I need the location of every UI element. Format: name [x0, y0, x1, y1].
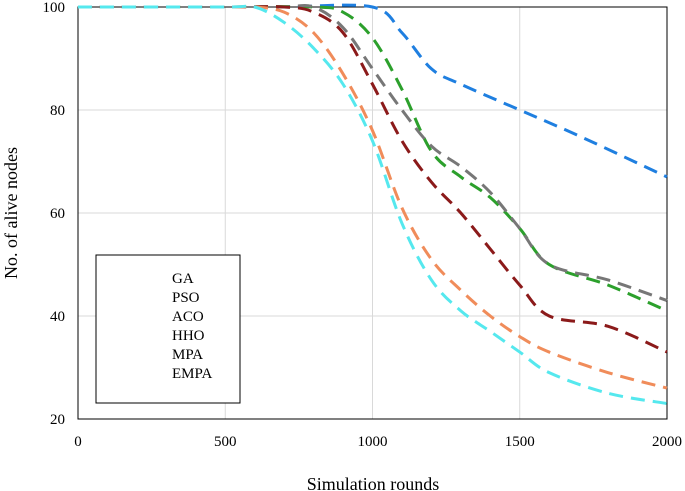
x-axis-ticks: 0 500 1000 1500 2000 — [74, 434, 682, 450]
x-axis-title: Simulation rounds — [307, 474, 440, 491]
x-tick-label: 2000 — [652, 434, 682, 450]
legend-label-aco: ACO — [172, 309, 204, 325]
y-tick-label: 100 — [43, 0, 66, 16]
y-tick-label: 60 — [50, 206, 65, 222]
y-axis-title: No. of alive nodes — [1, 147, 21, 279]
x-tick-label: 500 — [214, 434, 237, 450]
series-layer — [78, 3, 668, 406]
legend: GA PSO ACO HHO MPA EMPA — [95, 254, 241, 404]
x-tick-label: 1500 — [505, 434, 535, 450]
y-tick-label: 20 — [50, 412, 65, 428]
legend-label-pso: PSO — [172, 290, 200, 306]
x-tick-label: 1000 — [358, 434, 388, 450]
series-line-hho — [78, 5, 668, 354]
legend-box — [95, 254, 241, 404]
series-line-empa — [78, 4, 668, 406]
legend-label-mpa: MPA — [172, 347, 203, 363]
legend-label-ga: GA — [172, 271, 194, 287]
legend-label-hho: HHO — [172, 328, 205, 344]
y-tick-label: 80 — [50, 103, 65, 119]
x-tick-label: 0 — [74, 434, 82, 450]
y-tick-label: 40 — [50, 309, 65, 325]
legend-label-empa: EMPA — [172, 366, 212, 382]
y-axis-ticks: 20 40 60 80 100 — [43, 0, 66, 428]
